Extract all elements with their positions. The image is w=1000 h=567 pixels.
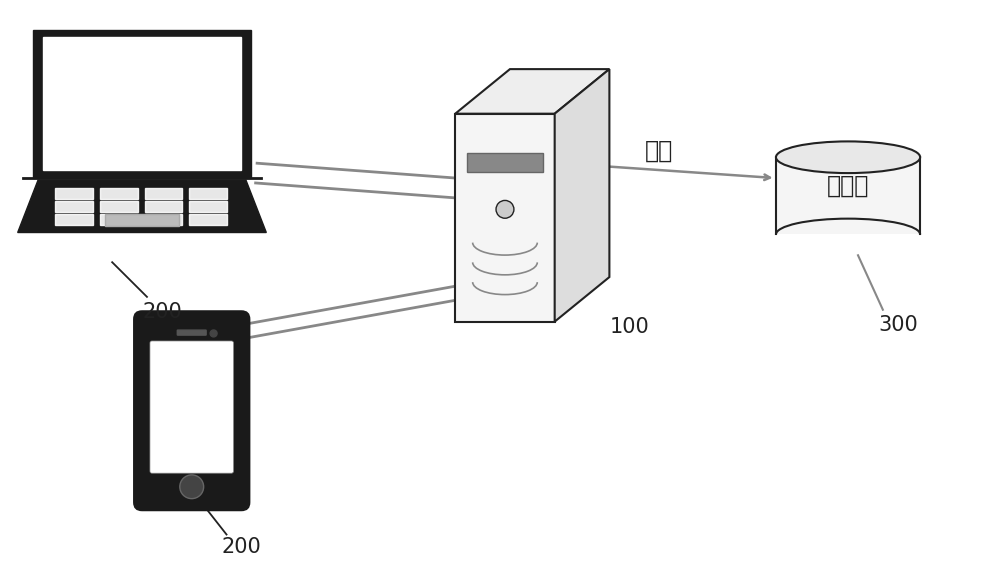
Polygon shape xyxy=(145,214,182,225)
Polygon shape xyxy=(55,214,93,225)
FancyBboxPatch shape xyxy=(133,310,250,511)
Text: 存储器: 存储器 xyxy=(827,174,869,198)
Polygon shape xyxy=(55,201,93,211)
Polygon shape xyxy=(555,69,609,321)
Polygon shape xyxy=(455,69,609,113)
Polygon shape xyxy=(55,188,93,198)
Text: 数据: 数据 xyxy=(645,138,673,162)
Polygon shape xyxy=(455,113,555,321)
Text: 200: 200 xyxy=(142,302,182,321)
FancyBboxPatch shape xyxy=(150,341,233,473)
Polygon shape xyxy=(100,214,138,225)
Polygon shape xyxy=(18,180,266,232)
Polygon shape xyxy=(189,188,227,198)
Circle shape xyxy=(496,200,514,218)
Polygon shape xyxy=(776,157,920,235)
Text: 100: 100 xyxy=(609,316,649,337)
FancyBboxPatch shape xyxy=(177,330,206,335)
Polygon shape xyxy=(145,201,182,211)
Circle shape xyxy=(180,475,204,498)
Polygon shape xyxy=(100,188,138,198)
Polygon shape xyxy=(467,153,543,172)
Ellipse shape xyxy=(776,141,920,173)
Polygon shape xyxy=(145,188,182,198)
Polygon shape xyxy=(105,214,179,226)
Text: 300: 300 xyxy=(878,315,918,335)
Circle shape xyxy=(210,330,217,337)
Polygon shape xyxy=(189,214,227,225)
Polygon shape xyxy=(100,201,138,211)
Polygon shape xyxy=(33,29,251,178)
Text: 200: 200 xyxy=(222,538,261,557)
Polygon shape xyxy=(189,201,227,211)
Polygon shape xyxy=(43,37,241,170)
